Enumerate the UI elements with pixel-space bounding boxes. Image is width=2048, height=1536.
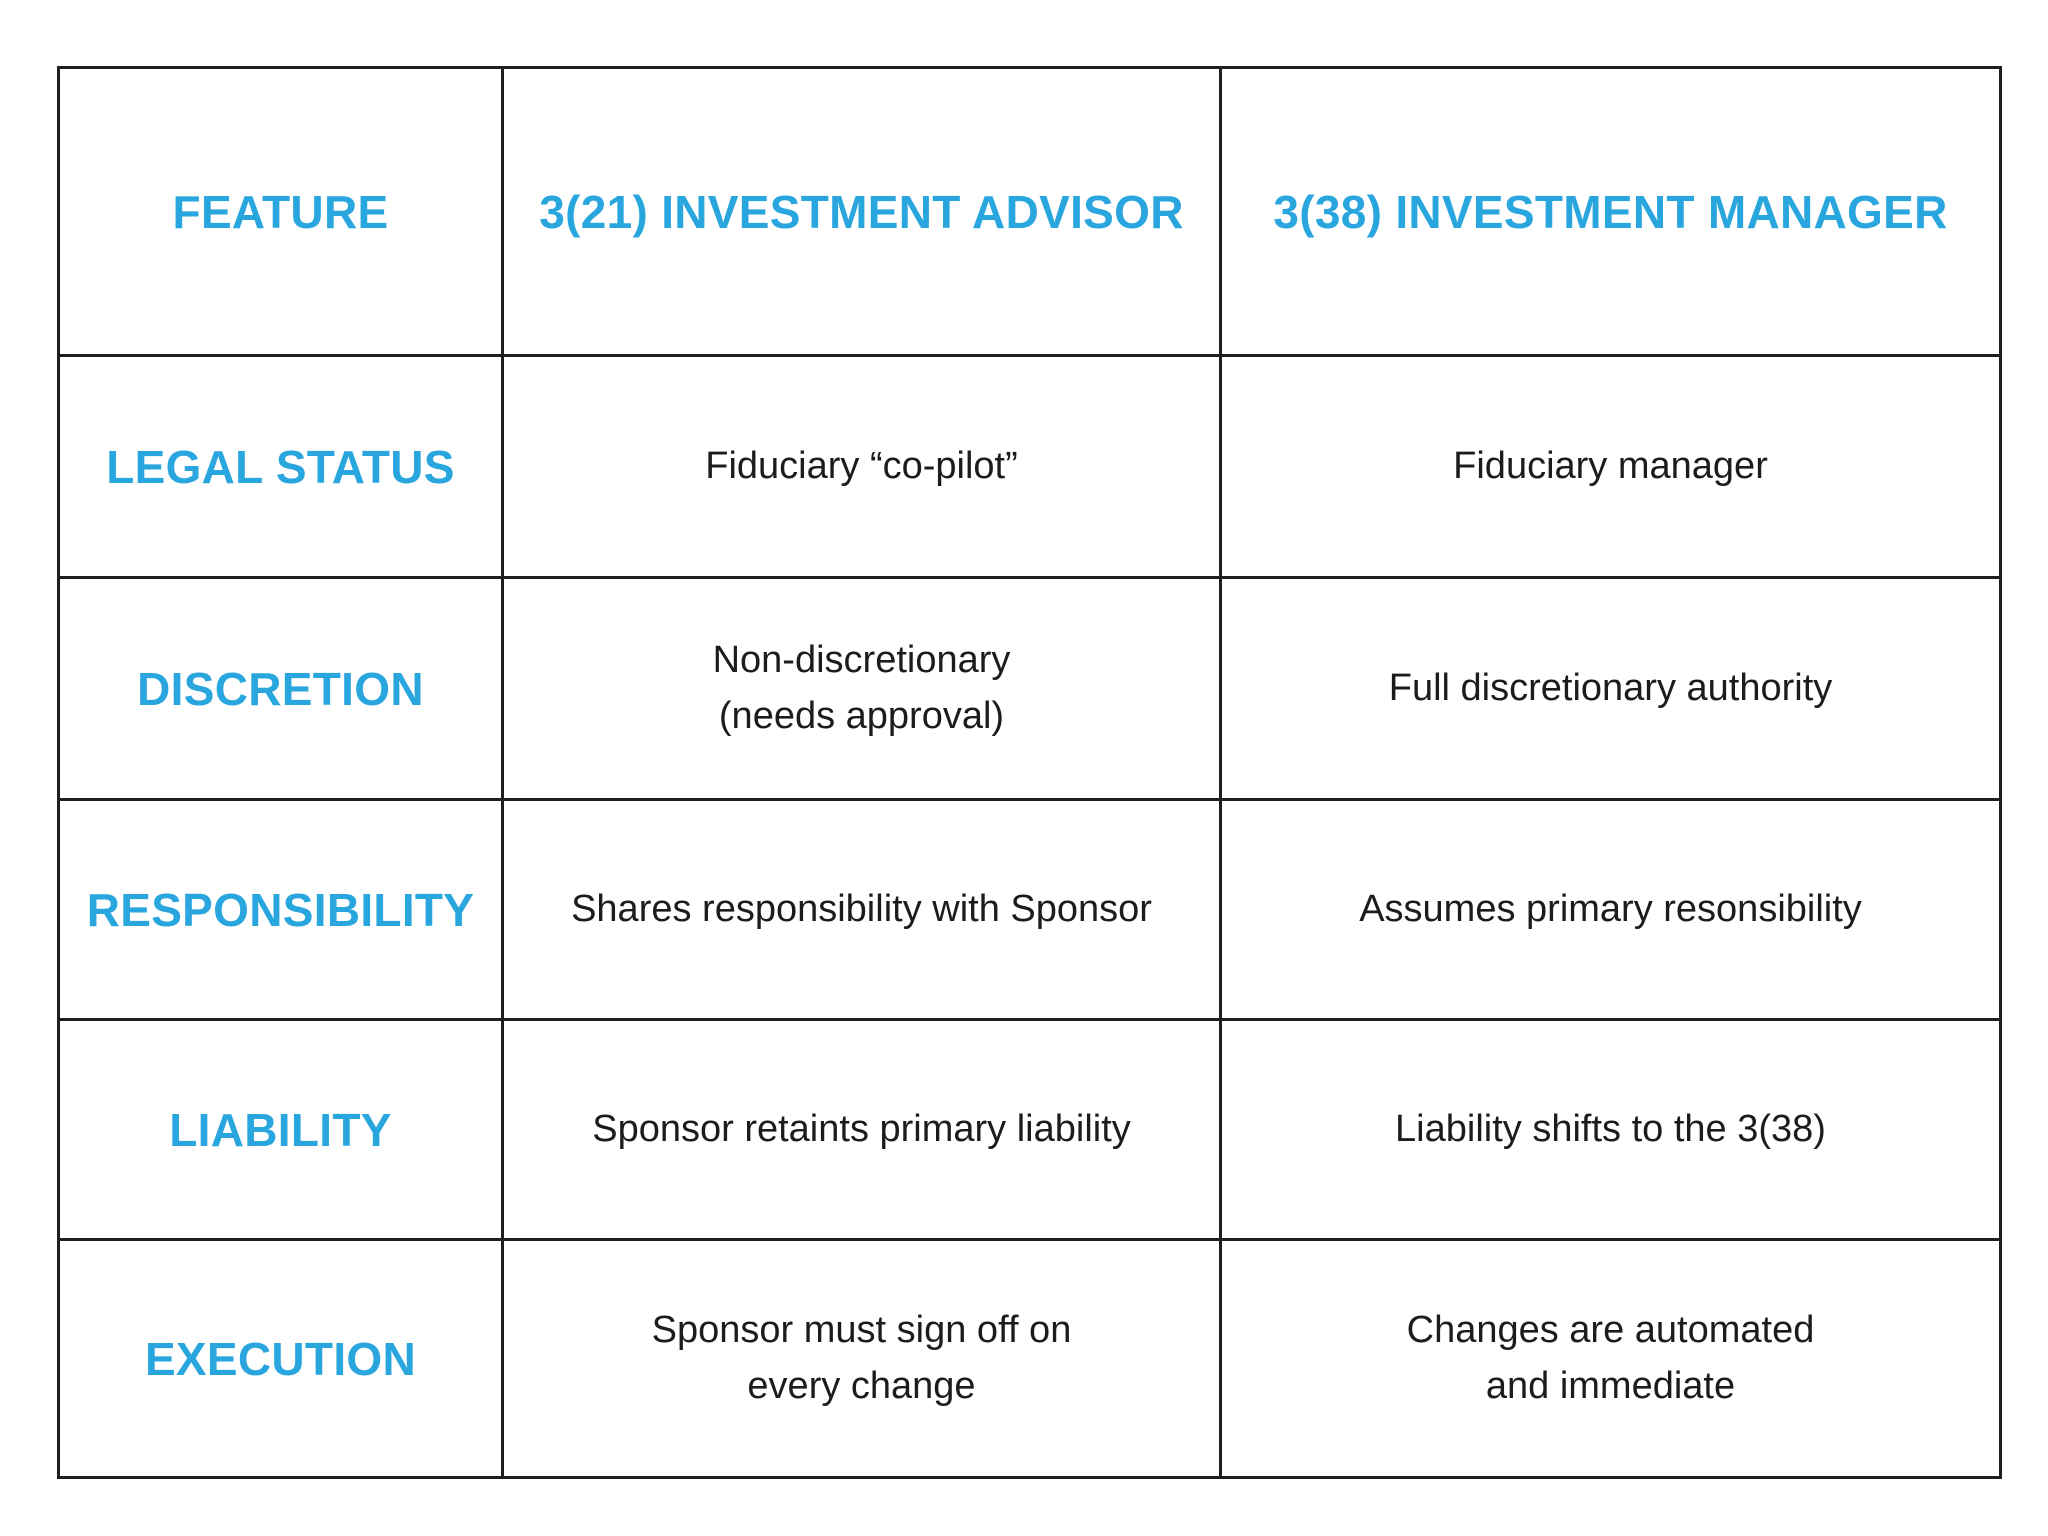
row-label-liability: LIABILITY	[57, 1018, 504, 1241]
cell-text: Full discretionary authority	[1388, 666, 1833, 709]
cell-text: every change	[747, 1364, 976, 1407]
row-label-execution: EXECUTION	[57, 1238, 504, 1479]
manager-cell: Assumes primary resonsibility	[1219, 798, 2002, 1021]
cell-text: Changes are automated	[1406, 1309, 1815, 1352]
cell-text: Assumes primary resonsibility	[1359, 887, 1862, 930]
manager-cell: Fiduciary manager	[1219, 354, 2002, 579]
manager-cell: Full discretionary authority	[1219, 576, 2002, 801]
advisor-cell: Non-discretionary (needs approval)	[501, 576, 1222, 801]
header-feature: FEATURE	[57, 66, 504, 357]
header-investment-manager: 3(38) INVESTMENT MANAGER	[1219, 66, 2002, 357]
cell-text: Sponsor must sign off on	[651, 1309, 1072, 1352]
advisor-cell: Shares responsibility with Sponsor	[501, 798, 1222, 1021]
advisor-cell: Sponsor must sign off on every change	[501, 1238, 1222, 1479]
cell-text: Shares responsibility with Sponsor	[571, 887, 1152, 930]
cell-text: Non-discretionary	[712, 639, 1011, 682]
table-row: LIABILITY Sponsor retaints primary liabi…	[57, 1018, 2002, 1241]
comparison-table: FEATURE 3(21) INVESTMENT ADVISOR 3(38) I…	[57, 66, 2002, 1479]
cell-text: Fiduciary “co-pilot”	[705, 444, 1018, 487]
cell-text: Liability shifts to the 3(38)	[1395, 1107, 1826, 1150]
table-row: LEGAL STATUS Fiduciary “co-pilot” Fiduci…	[57, 354, 2002, 579]
table-header-row: FEATURE 3(21) INVESTMENT ADVISOR 3(38) I…	[57, 66, 2002, 357]
header-investment-advisor: 3(21) INVESTMENT ADVISOR	[501, 66, 1222, 357]
table-row: EXECUTION Sponsor must sign off on every…	[57, 1238, 2002, 1479]
cell-text: Fiduciary manager	[1453, 444, 1768, 487]
advisor-cell: Sponsor retaints primary liability	[501, 1018, 1222, 1241]
manager-cell: Liability shifts to the 3(38)	[1219, 1018, 2002, 1241]
table-row: RESPONSIBILITY Shares responsibility wit…	[57, 798, 2002, 1021]
row-label-responsibility: RESPONSIBILITY	[57, 798, 504, 1021]
manager-cell: Changes are automated and immediate	[1219, 1238, 2002, 1479]
table-row: DISCRETION Non-discretionary (needs appr…	[57, 576, 2002, 801]
row-label-discretion: DISCRETION	[57, 576, 504, 801]
cell-text: Sponsor retaints primary liability	[592, 1107, 1131, 1150]
row-label-legal-status: LEGAL STATUS	[57, 354, 504, 579]
cell-text: and immediate	[1485, 1364, 1736, 1407]
advisor-cell: Fiduciary “co-pilot”	[501, 354, 1222, 579]
cell-text: (needs approval)	[718, 694, 1005, 737]
